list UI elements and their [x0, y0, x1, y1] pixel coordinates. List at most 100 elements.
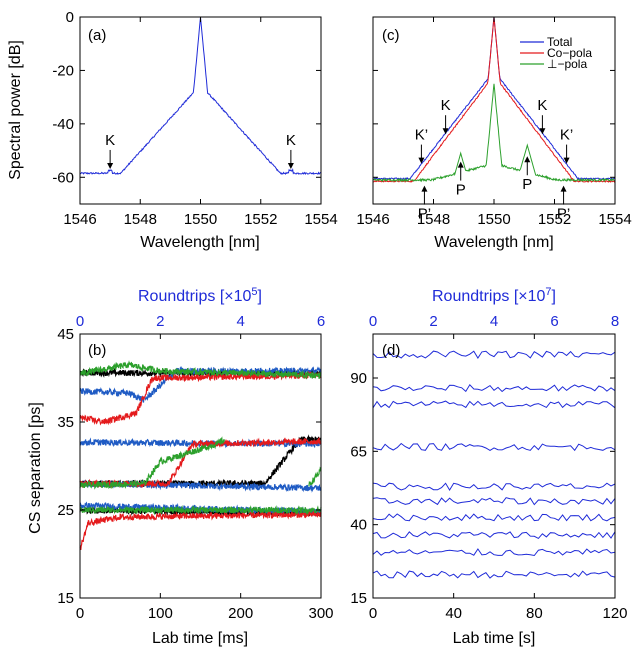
top-x-tick-label: 6 [550, 313, 558, 330]
separation-trace [372, 531, 616, 540]
panel-b-separation: (b) 0 100 200 300 15 25 35 45 0 2 4 6 Lab time [m… [27, 286, 334, 647]
top-x-tick-label: 6 [317, 313, 325, 330]
x-tick-label: 1546 [63, 211, 96, 228]
separation-trace [372, 400, 616, 409]
panel-b-x-axis-label: Lab time [ms] [152, 630, 248, 647]
panel-a-plot-area [79, 16, 322, 176]
panel-d-y-ticks: 15 40 65 90 [350, 370, 615, 607]
annotation-arrowhead [560, 185, 567, 192]
panel-d-x-ticks: 0 40 80 120 [369, 334, 628, 622]
annotation-arrowhead [524, 156, 531, 163]
annotation-arrowhead [421, 185, 428, 192]
annotation-arrowhead [457, 161, 464, 168]
panel-b-top-x-axis-label: Roundtrips [×105] [138, 286, 262, 305]
x-tick-label: 100 [148, 605, 173, 622]
top-x-tick-label: 4 [236, 313, 244, 330]
spectrum-line-0 [372, 16, 616, 181]
panel-a-y-axis-label: Spectral power [dB] [7, 40, 24, 180]
top-x-tick-label: 0 [369, 313, 377, 330]
annotation-label: K [105, 132, 115, 149]
panel-a-x-axis-label: Wavelength [nm] [140, 234, 259, 251]
legend-label: Co−pola [547, 46, 592, 60]
y-tick-label: 0 [66, 9, 74, 26]
panel-a-frame [79, 16, 322, 205]
panel-d-top-x-ticks: 0 2 4 6 8 [369, 313, 619, 330]
legend-label: ⊥−pola [547, 57, 587, 71]
panel-d-plot-area [372, 350, 616, 579]
panel-b-y-axis-label: CS separation [ps] [27, 402, 44, 534]
x-tick-label: 1550 [184, 211, 217, 228]
spectrum-line-2 [372, 83, 616, 183]
x-tick-label: 200 [228, 605, 253, 622]
panel-b-frame [79, 333, 322, 599]
separation-trace [308, 466, 322, 487]
separation-trace [372, 442, 616, 452]
panel-a-label: (a) [88, 27, 106, 44]
panel-d-label: (d) [382, 342, 400, 359]
panel-d-frame [372, 333, 616, 599]
separation-trace [372, 350, 616, 359]
x-tick-label: 1548 [124, 211, 157, 228]
separation-trace [372, 383, 616, 393]
annotation-label: P’ [418, 206, 431, 223]
panel-c-x-ticks: 1546 1548 1550 1552 1554 [356, 17, 632, 228]
panel-d-separation: (d) 0 40 80 120 15 40 65 90 0 2 4 6 8 Lab time [s]… [350, 286, 627, 647]
x-tick-label: 1546 [356, 211, 389, 228]
panel-c-label: (c) [382, 27, 400, 44]
annotation-label: P’ [557, 206, 570, 223]
annotation-arrowhead [107, 162, 114, 169]
panel-b-y-ticks: 15 25 35 45 [57, 326, 321, 607]
panel-c-x-axis-label: Wavelength [nm] [434, 234, 553, 251]
annotation-label: K [441, 97, 451, 114]
y-tick-label: -60 [52, 169, 74, 186]
top-x-tick-label: 0 [76, 313, 84, 330]
y-tick-label: 90 [350, 370, 367, 387]
separation-trace [79, 437, 322, 449]
annotation-label: K’ [560, 127, 573, 144]
panel-d-top-x-axis-label: Roundtrips [×107] [432, 286, 556, 305]
x-tick-label: 1550 [477, 211, 510, 228]
separation-trace [79, 360, 322, 380]
y-tick-label: 25 [57, 502, 74, 519]
separation-trace [79, 509, 322, 550]
separation-trace [79, 436, 226, 490]
y-tick-label: 40 [350, 517, 367, 534]
y-tick-label: 65 [350, 443, 367, 460]
separation-trace [79, 370, 322, 426]
top-x-tick-label: 2 [429, 313, 437, 330]
x-tick-label: 1552 [244, 211, 277, 228]
panel-c-y-ticks [373, 16, 615, 178]
annotation-label: K [537, 97, 547, 114]
x-tick-label: 80 [526, 605, 543, 622]
spectrum-line-1 [373, 16, 616, 183]
panel-b-top-x-ticks: 0 2 4 6 [76, 313, 325, 330]
x-tick-label: 120 [602, 605, 627, 622]
annotation-label: P [522, 176, 532, 193]
panel-a-y-ticks: 0 -20 -40 -60 [52, 9, 321, 186]
annotation-label: K’ [415, 127, 428, 144]
annotation-label: K [286, 132, 296, 149]
annotation-arrowhead [539, 128, 546, 135]
top-x-tick-label: 8 [611, 313, 619, 330]
x-tick-label: 1552 [538, 211, 571, 228]
panel-b-plot-area [79, 360, 322, 550]
panel-b-label: (b) [88, 342, 106, 359]
x-tick-label: 300 [308, 605, 333, 622]
y-tick-label: -40 [52, 116, 74, 133]
x-tick-label: 0 [369, 605, 377, 622]
separation-trace [372, 570, 616, 579]
separation-trace [372, 548, 616, 557]
panel-c-plot-area [372, 16, 616, 183]
top-x-tick-label: 2 [156, 313, 164, 330]
separation-trace [372, 482, 616, 491]
panel-d-x-axis-label: Lab time [s] [453, 630, 536, 647]
top-x-tick-label: 4 [490, 313, 498, 330]
separation-trace [372, 497, 616, 506]
x-tick-label: 0 [76, 605, 84, 622]
annotation-arrowhead [418, 157, 425, 164]
y-tick-label: -20 [52, 62, 74, 79]
annotation-arrowhead [442, 128, 449, 135]
